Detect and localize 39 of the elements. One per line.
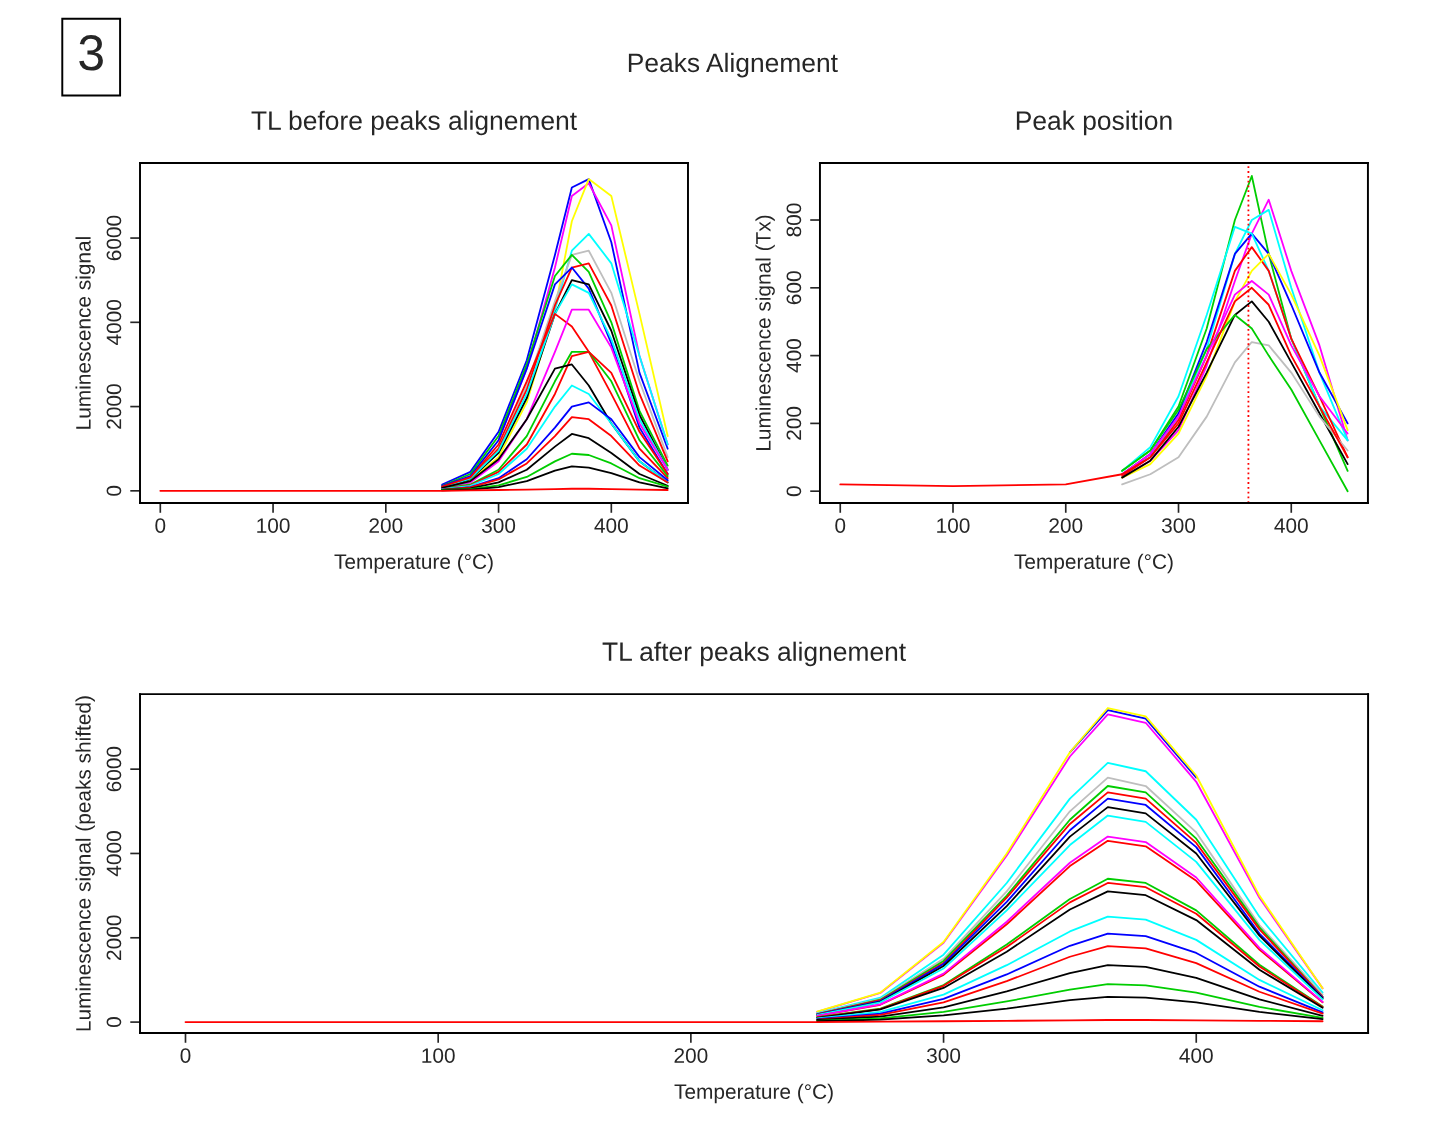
y-tick-label: 6000 bbox=[106, 215, 122, 261]
chart-title: Peak position bbox=[1016, 110, 1172, 136]
x-tick-label: 200 bbox=[1049, 518, 1083, 533]
y-tick-label: 400 bbox=[786, 339, 802, 373]
y-tick-label: 0 bbox=[106, 1017, 122, 1028]
x-tick-label: 200 bbox=[369, 518, 403, 533]
y-tick-label: 2000 bbox=[106, 915, 122, 960]
y-axis-title: Luminescence signal bbox=[75, 237, 95, 429]
x-axis-title: Temperature (°C) bbox=[334, 553, 493, 574]
x-tick-label: 100 bbox=[257, 518, 290, 533]
y-tick-label: 4000 bbox=[106, 831, 122, 877]
chart-title: TL after peaks alignement bbox=[602, 641, 906, 667]
y-tick-label: 800 bbox=[786, 203, 802, 237]
x-tick-label: 400 bbox=[594, 518, 628, 533]
x-tick-label: 300 bbox=[926, 1048, 961, 1063]
text: 3 bbox=[79, 35, 103, 71]
x-tick-label: 400 bbox=[1274, 518, 1308, 533]
x-tick-label: 100 bbox=[422, 1048, 455, 1063]
y-tick-label: 4000 bbox=[106, 299, 122, 346]
x-tick-label: 300 bbox=[1161, 518, 1196, 533]
x-tick-label: 0 bbox=[180, 1048, 191, 1063]
y-tick-label: 0 bbox=[786, 486, 802, 497]
x-axis-title: Temperature (°C) bbox=[674, 1083, 833, 1104]
x-tick-label: 0 bbox=[835, 518, 846, 533]
y-axis-title: Luminescence signal (peaks shifted) bbox=[75, 696, 95, 1031]
x-tick-label: 100 bbox=[937, 518, 970, 533]
x-tick-label: 400 bbox=[1179, 1048, 1213, 1063]
x-axis-title: Temperature (°C) bbox=[1014, 553, 1173, 574]
y-axis-title: Luminescence signal (Tx) bbox=[755, 215, 775, 451]
text: Peaks Alignement bbox=[628, 52, 838, 78]
x-tick-label: 200 bbox=[674, 1048, 708, 1063]
y-tick-label: 6000 bbox=[106, 746, 122, 792]
y-tick-label: 600 bbox=[786, 271, 802, 305]
chart-title: TL before peaks alignement bbox=[251, 110, 577, 136]
x-tick-label: 300 bbox=[481, 518, 516, 533]
y-tick-label: 2000 bbox=[106, 384, 122, 429]
x-tick-label: 0 bbox=[155, 518, 166, 533]
y-tick-label: 200 bbox=[786, 406, 802, 440]
y-tick-label: 0 bbox=[106, 485, 122, 496]
